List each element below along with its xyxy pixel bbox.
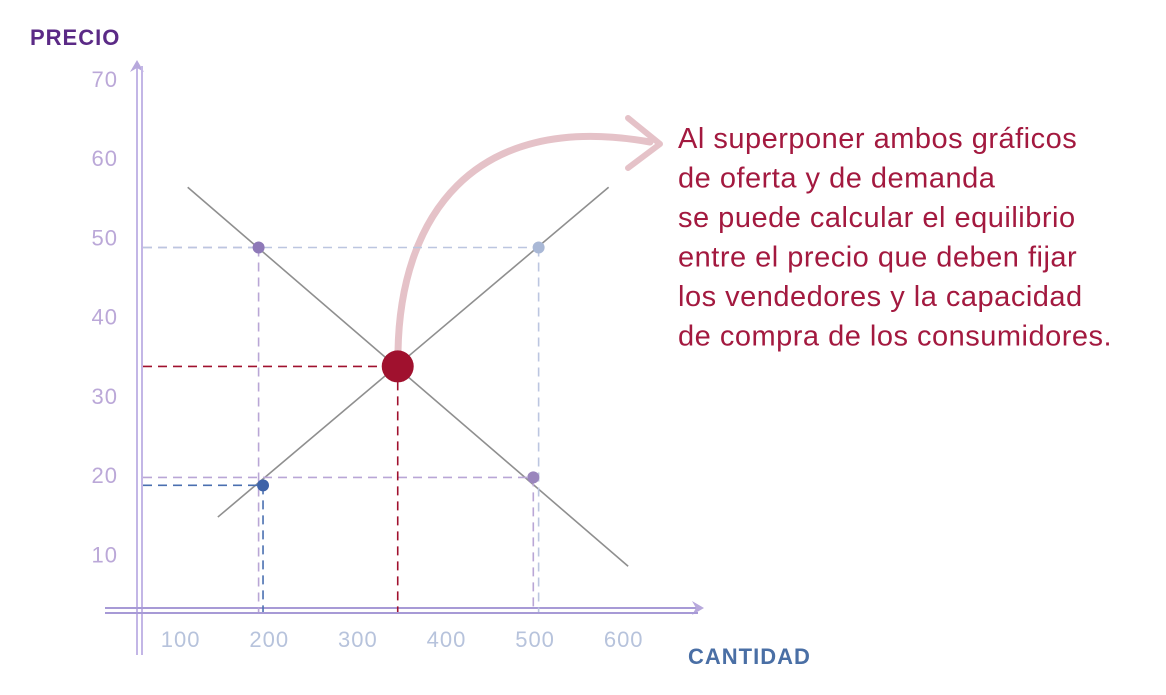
x-tick-label: 400: [427, 627, 467, 652]
x-tick-label: 600: [604, 627, 644, 652]
annotation-line: Al superponer ambos gráficos: [678, 123, 1077, 155]
point: [527, 471, 540, 484]
annotation-arrowhead: [625, 115, 663, 171]
point: [257, 479, 270, 492]
annotation-line: entre el precio que deben fijar: [678, 242, 1077, 274]
y-tick-label: 70: [92, 67, 118, 92]
axes: [105, 60, 704, 655]
y-tick-label: 60: [92, 146, 118, 171]
x-tick-label: 200: [249, 627, 289, 652]
point: [252, 241, 265, 254]
y-tick-label: 20: [92, 463, 118, 488]
y-tick-label: 30: [92, 384, 118, 409]
y-axis-label: PRECIO: [30, 25, 120, 50]
point: [532, 241, 545, 254]
x-tick-label: 100: [161, 627, 201, 652]
equilibrium-point: [381, 350, 414, 383]
annotation-line: de oferta y de demanda: [678, 163, 996, 195]
annotation: Al superponer ambos gráficos de oferta y …: [678, 123, 1112, 353]
y-tick-label: 10: [92, 543, 118, 568]
x-axis-label: CANTIDAD: [688, 644, 811, 669]
x-tick-label: 500: [515, 627, 555, 652]
annotation-arrow: [394, 133, 654, 356]
x-tick-label: 300: [338, 627, 378, 652]
y-tick-label: 50: [92, 225, 118, 250]
annotation-line: los vendedores y la capacidad: [678, 281, 1083, 313]
y-tick-label: 40: [92, 305, 118, 330]
annotation-line: de compra de los consumidores.: [678, 321, 1112, 353]
curve-line: [217, 186, 610, 518]
annotation-line: se puede calcular el equilibrio: [678, 202, 1076, 234]
